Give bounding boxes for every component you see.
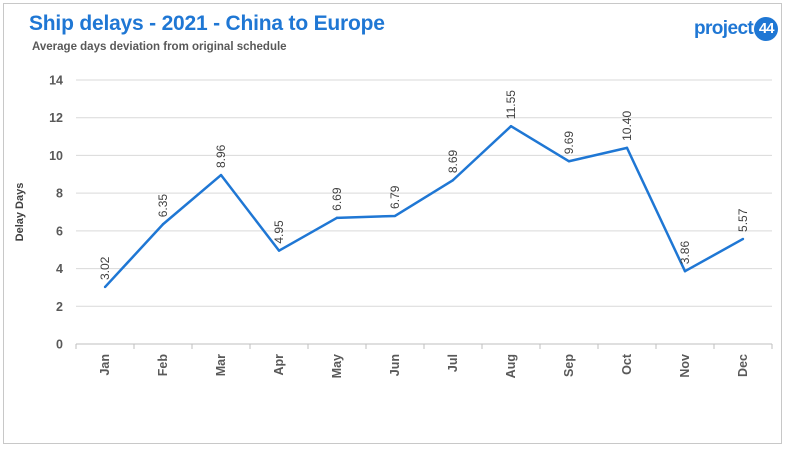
chart-title: Ship delays - 2021 - China to Europe <box>29 12 385 35</box>
data-label: 9.69 <box>562 131 576 155</box>
data-label: 8.96 <box>214 144 228 168</box>
x-tick-label: Jan <box>98 354 112 376</box>
y-tick-label: 14 <box>49 74 63 88</box>
data-point <box>451 178 455 182</box>
y-tick-label: 0 <box>56 338 63 352</box>
logo-badge: 44 <box>754 17 779 41</box>
data-point <box>219 173 223 177</box>
chart-frame <box>3 3 782 444</box>
x-tick-label: Sep <box>562 354 576 377</box>
y-tick-label: 12 <box>49 111 63 125</box>
y-tick-label: 2 <box>56 300 63 314</box>
x-tick-label: Mar <box>214 354 228 376</box>
data-point <box>683 270 687 273</box>
x-tick-label: Aug <box>504 354 518 378</box>
x-tick-label: Apr <box>272 354 286 376</box>
series-line <box>104 124 744 288</box>
data-point <box>161 223 165 226</box>
data-point <box>741 237 745 241</box>
series-line-group <box>103 124 745 289</box>
data-label: 8.69 <box>446 149 460 173</box>
x-axis-ticks: Jan Feb Mar Apr May Jun Jul Aug Sep Oct Nov Dec <box>98 353 750 378</box>
y-tick-label: 6 <box>56 224 63 238</box>
data-label: 10.40 <box>620 111 634 141</box>
data-label: 4.95 <box>272 220 286 244</box>
data-point <box>567 160 571 163</box>
x-tick-label: Dec <box>736 354 750 377</box>
x-tick-label: Nov <box>678 354 692 378</box>
x-tick-label: Oct <box>620 353 634 375</box>
logo-text: project <box>694 18 754 39</box>
x-tick-label: Jul <box>446 354 460 372</box>
data-point <box>509 125 513 128</box>
data-label: 3.86 <box>678 241 692 265</box>
data-label: 6.69 <box>330 187 344 211</box>
data-label: 6.79 <box>388 185 402 209</box>
data-point <box>103 285 107 289</box>
data-point <box>625 146 629 150</box>
y-tick-label: 8 <box>56 187 63 201</box>
data-label: 5.57 <box>736 208 750 232</box>
data-point <box>335 216 339 220</box>
project44-logo: project 44 <box>694 17 779 41</box>
data-point <box>393 214 397 218</box>
data-point <box>277 249 281 252</box>
x-tick-label: Feb <box>156 354 170 377</box>
data-label: 3.02 <box>98 256 112 280</box>
y-axis-ticks: 0 2 4 6 8 10 12 14 <box>49 74 63 352</box>
data-label: 11.55 <box>504 90 518 119</box>
y-axis-label: Delay Days <box>14 183 26 242</box>
chart-subtitle: Average days deviation from original sch… <box>32 41 287 53</box>
gridlines <box>75 79 773 349</box>
data-labels: 3.02 6.35 8.96 4.95 6.69 6.79 8.69 11.55 9.69 10.… <box>98 90 750 280</box>
x-tick-label: May <box>330 354 344 378</box>
y-tick-label: 10 <box>49 149 63 163</box>
y-tick-label: 4 <box>56 262 63 276</box>
data-label: 6.35 <box>156 194 170 218</box>
x-tick-label: Jun <box>388 354 402 376</box>
